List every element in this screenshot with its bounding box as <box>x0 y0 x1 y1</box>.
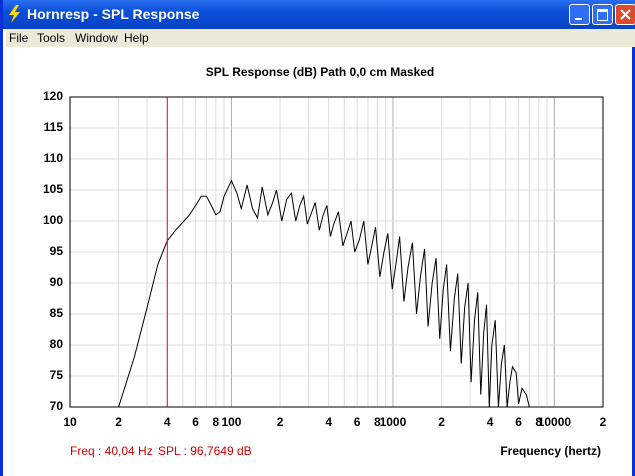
maximize-button[interactable] <box>592 4 613 25</box>
x-tick-label: 100 <box>221 415 241 429</box>
x-axis-label: Frequency (hertz) <box>500 444 601 458</box>
y-tick-label: 100 <box>43 213 63 227</box>
y-tick-label: 105 <box>43 182 63 196</box>
minimize-button[interactable] <box>569 4 590 25</box>
x-tick-label: 6 <box>515 415 522 429</box>
menu-item[interactable]: File <box>9 31 29 45</box>
y-tick-label: 95 <box>50 244 64 258</box>
y-tick-label: 120 <box>43 89 63 103</box>
x-tick-label: 2 <box>115 415 122 429</box>
x-tick-label: 4 <box>325 415 332 429</box>
chart: SPL Response (dB) Path 0,0 cm Masked Fre… <box>3 47 632 476</box>
close-button[interactable] <box>615 4 635 25</box>
spl-curve <box>118 179 530 407</box>
app-icon <box>9 5 20 23</box>
y-tick-label: 90 <box>50 275 64 289</box>
chart-title: SPL Response (dB) Path 0,0 cm Masked <box>206 65 435 79</box>
x-tick-label: 10 <box>63 415 77 429</box>
plot-frame <box>69 96 604 408</box>
x-tick-label: 1000 <box>380 415 407 429</box>
x-tick-label: 4 <box>487 415 494 429</box>
title-bar: Hornresp - SPL Response <box>3 0 635 29</box>
x-tick-label: 8 <box>374 415 381 429</box>
window-title: Hornresp - SPL Response <box>27 6 200 22</box>
menu-item[interactable]: Window <box>75 31 118 45</box>
cursor-freq: Freq : 40,04 Hz <box>70 444 153 458</box>
menu-bar: File Tools Window Help <box>6 29 635 47</box>
x-tick-label: 6 <box>192 415 199 429</box>
x-tick-label: 8 <box>212 415 219 429</box>
x-tick-label: 2 <box>277 415 284 429</box>
menu-item[interactable]: Help <box>124 31 149 45</box>
y-tick-label: 110 <box>44 151 64 165</box>
y-tick-label: 70 <box>50 399 64 413</box>
x-tick-label: 4 <box>164 415 171 429</box>
menu-item[interactable]: Tools <box>37 31 66 45</box>
x-tick-label: 2 <box>600 415 607 429</box>
y-tick-label: 85 <box>50 306 64 320</box>
y-tick-label: 80 <box>50 337 64 351</box>
x-tick-label: 8 <box>535 415 542 429</box>
cursor-spl: SPL : 96,7649 dB <box>158 444 252 458</box>
x-tick-label: 2 <box>438 415 445 429</box>
x-tick-label: 6 <box>354 415 361 429</box>
y-tick-label: 115 <box>44 120 64 134</box>
x-tick-label: 10000 <box>538 415 572 429</box>
y-tick-label: 75 <box>50 368 64 382</box>
